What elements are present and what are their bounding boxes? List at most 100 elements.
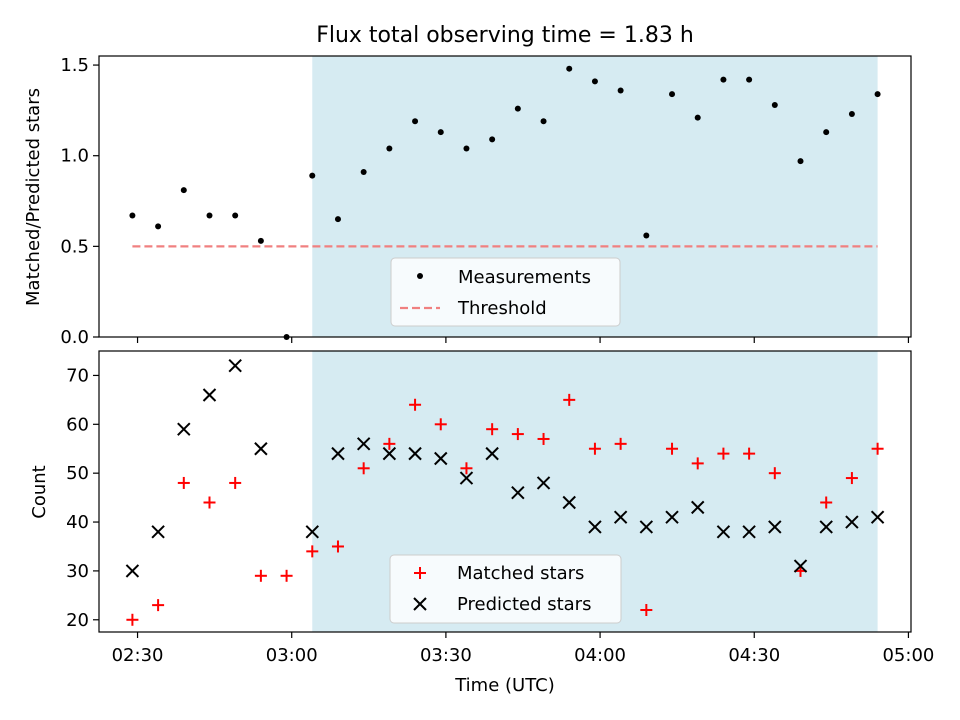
x-tick-label: 03:30 — [420, 645, 472, 666]
matched-stars-point — [434, 418, 447, 431]
matched-stars-point — [845, 472, 858, 485]
top-panel-frame — [98, 55, 912, 338]
x-tick-label: 04:30 — [728, 645, 780, 666]
top-legend-box — [390, 257, 621, 327]
measurement-point — [797, 158, 804, 165]
matched-stars-point — [203, 496, 216, 509]
predicted-stars-point — [511, 486, 525, 500]
measurement-point — [463, 145, 470, 152]
x-tick-label: 05:00 — [882, 645, 934, 666]
measurement-point — [643, 232, 650, 239]
top-x-ticks — [136, 337, 910, 343]
predicted-stars-point — [613, 510, 628, 524]
measurement-point — [823, 129, 830, 136]
measurement-point — [334, 216, 341, 223]
matched-stars-point — [229, 476, 242, 489]
y-tick-label: 40 — [66, 512, 89, 533]
matched-stars-point — [588, 442, 601, 455]
measurement-point — [412, 118, 419, 125]
legend-matched-marker — [414, 567, 426, 579]
top-y-ticks: 0.0 0.5 1.0 1.5 — [60, 55, 99, 348]
predicted-stars-point — [819, 520, 833, 534]
bottom-panel: 20 30 40 50 60 70 02:30 03:00 03:30 04:00 04:30 05… — [29, 350, 934, 696]
y-tick-label: 0.0 — [60, 327, 89, 348]
measurement-point — [180, 187, 187, 194]
measurement-point — [129, 212, 136, 219]
measurement-point — [566, 65, 573, 72]
matched-stars-point — [871, 442, 884, 455]
predicted-stars-point — [845, 515, 859, 529]
predicted-stars-point — [434, 451, 448, 466]
matched-stars-point — [537, 432, 550, 445]
predicted-stars-point — [639, 520, 654, 534]
matched-stars-point — [820, 496, 833, 509]
chart-title: Flux total observing time = 1.83 h — [316, 23, 694, 48]
x-tick-label: 04:00 — [574, 645, 626, 666]
matched-stars-point — [126, 613, 139, 626]
legend-threshold-label: Threshold — [457, 298, 547, 319]
y-tick-label: 60 — [66, 414, 89, 435]
measurement-point — [669, 91, 676, 98]
y-tick-label: 30 — [66, 561, 89, 582]
matched-stars-point — [383, 437, 396, 450]
predicted-stars-point — [768, 520, 782, 534]
legend-measurements-marker — [417, 273, 423, 279]
predicted-stars-point — [254, 442, 268, 456]
predicted-stars-point — [459, 471, 474, 485]
legend-matched-label: Matched stars — [457, 563, 584, 584]
matched-stars-point — [460, 462, 473, 475]
matched-stars-point — [177, 476, 190, 489]
measurement-point — [591, 78, 598, 85]
bottom-panel-marks — [125, 358, 885, 626]
measurement-point — [771, 101, 778, 108]
predicted-stars-point — [151, 525, 165, 539]
measurement-point — [540, 118, 547, 125]
y-tick-label: 0.5 — [60, 236, 89, 257]
legend-measurements-label: Measurements — [458, 267, 591, 288]
measurement-point — [848, 111, 855, 118]
predicted-stars-point — [793, 559, 808, 573]
predicted-stars-point — [742, 525, 756, 539]
bottom-y-axis-label: Count — [29, 465, 50, 518]
bottom-legend-box — [389, 554, 622, 624]
measurement-point — [617, 87, 624, 94]
predicted-stars-point — [665, 510, 679, 524]
predicted-stars-point — [331, 446, 345, 461]
matched-stars-point — [280, 569, 293, 582]
matched-stars-point — [640, 604, 653, 617]
bottom-y-ticks: 20 30 40 50 60 70 — [66, 365, 99, 631]
measurement-point — [206, 212, 213, 219]
matched-stars-point — [768, 467, 781, 480]
matched-stars-point — [152, 599, 165, 612]
predicted-stars-point — [382, 446, 397, 461]
legend-predicted-marker — [413, 597, 427, 611]
measurement-point — [694, 114, 701, 121]
y-tick-label: 50 — [66, 463, 89, 484]
predicted-stars-point — [228, 358, 242, 373]
predicted-stars-point — [485, 446, 499, 461]
top-y-axis-label: Matched/Predicted stars — [23, 88, 44, 306]
predicted-stars-point — [588, 520, 602, 534]
predicted-stars-point — [691, 500, 705, 515]
matched-stars-point — [306, 545, 319, 558]
matched-stars-point — [331, 540, 344, 553]
measurement-point — [386, 145, 393, 152]
predicted-stars-point — [716, 525, 731, 539]
measurement-point — [155, 223, 162, 230]
measurement-point — [437, 129, 444, 136]
matched-stars-point — [409, 398, 422, 411]
legend-predicted-label: Predicted stars — [457, 594, 591, 615]
predicted-stars-point — [125, 564, 140, 578]
predicted-stars-point — [536, 476, 551, 490]
y-tick-label: 1.5 — [60, 55, 89, 76]
matched-stars-point — [254, 569, 267, 582]
x-axis-label: Time (UTC) — [454, 675, 555, 696]
predicted-stars-point — [202, 388, 217, 402]
matched-stars-point — [357, 462, 370, 475]
matched-stars-point — [486, 423, 499, 436]
x-tick-label: 02:30 — [112, 645, 164, 666]
predicted-stars-point — [177, 422, 191, 436]
matched-stars-point — [691, 457, 704, 470]
predicted-stars-point — [408, 446, 422, 461]
predicted-stars-point — [305, 525, 319, 539]
